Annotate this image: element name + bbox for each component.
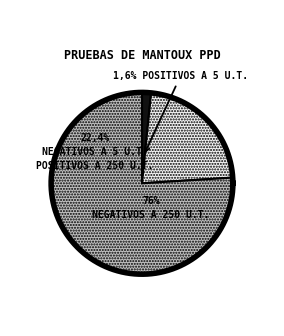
Text: 22,4%
NEGATIVOS A 5 U.T.
POSITIVOS A 250 U.T.: 22,4% NEGATIVOS A 5 U.T. POSITIVOS A 250… <box>36 132 153 170</box>
Text: PRUEBAS DE MANTOUX PPD: PRUEBAS DE MANTOUX PPD <box>64 49 220 62</box>
Wedge shape <box>142 93 233 183</box>
Text: 76%
NEGATIVOS A 250 U.T.: 76% NEGATIVOS A 250 U.T. <box>92 196 210 220</box>
Text: 1,6% POSITIVOS A 5 U.T.: 1,6% POSITIVOS A 5 U.T. <box>113 71 248 152</box>
Wedge shape <box>142 92 151 183</box>
Wedge shape <box>51 92 233 274</box>
